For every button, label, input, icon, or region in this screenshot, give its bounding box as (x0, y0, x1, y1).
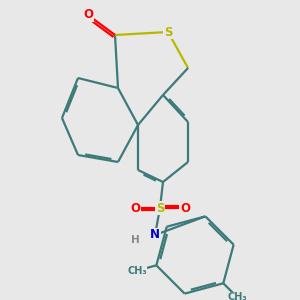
Text: O: O (180, 202, 190, 214)
Text: S: S (156, 202, 164, 214)
Text: S: S (164, 26, 172, 38)
Text: H: H (130, 235, 140, 245)
Text: N: N (150, 229, 160, 242)
Text: CH₃: CH₃ (127, 266, 147, 275)
Text: O: O (83, 8, 93, 22)
Text: O: O (130, 202, 140, 214)
Text: CH₃: CH₃ (228, 292, 247, 300)
